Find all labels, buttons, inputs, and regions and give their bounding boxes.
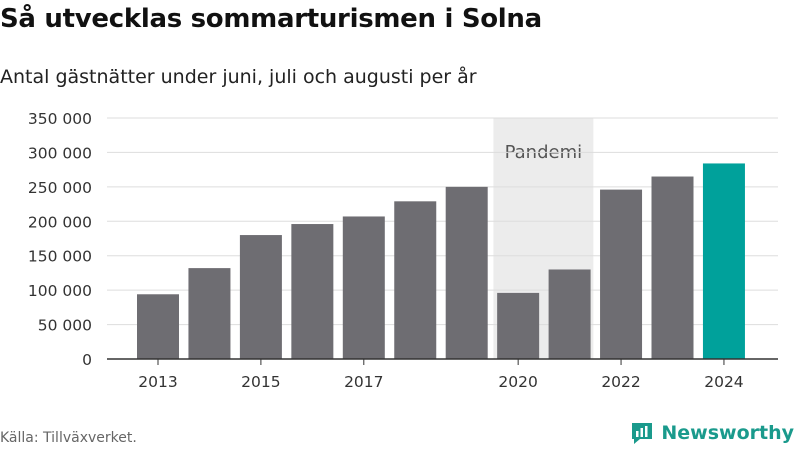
source-note: Källa: Tillväxverket. <box>0 430 137 446</box>
bar-2019 <box>445 186 488 359</box>
bar-2023 <box>651 176 694 359</box>
y-tick-label: 300 000 <box>28 144 92 162</box>
chart-subtitle: Antal gästnätter under juni, juli och au… <box>0 66 477 88</box>
y-tick-label: 150 000 <box>28 248 92 266</box>
y-tick-label: 50 000 <box>38 317 92 335</box>
y-tick-label: 200 000 <box>28 213 92 231</box>
y-tick-label: 250 000 <box>28 179 92 197</box>
x-tick-label: 2024 <box>704 373 743 391</box>
bar-2021 <box>548 269 591 359</box>
y-tick-label: 100 000 <box>28 282 92 300</box>
brand-name: Newsworthy <box>661 422 794 444</box>
bar-2015 <box>239 235 282 359</box>
bar-2022 <box>600 189 643 359</box>
y-tick-label: 350 000 <box>28 110 92 128</box>
bar-2024 <box>702 163 745 359</box>
bar-2018 <box>394 201 437 359</box>
chart-title: Så utvecklas sommarturismen i Solna <box>0 4 542 34</box>
bar-2013 <box>137 294 179 359</box>
newsworthy-logo-icon <box>632 423 653 444</box>
bar-2020 <box>497 292 540 359</box>
x-tick-label: 2022 <box>601 373 640 391</box>
x-tick-label: 2015 <box>241 373 280 391</box>
bar-2017 <box>342 216 385 359</box>
bar-2014 <box>188 268 231 359</box>
x-tick-label: 2017 <box>344 373 383 391</box>
y-tick-label: 0 <box>82 351 92 369</box>
bar-2016 <box>291 224 334 359</box>
x-tick-label: 2020 <box>498 373 537 391</box>
brand[interactable]: Newsworthy <box>629 420 794 446</box>
x-tick-label: 2013 <box>138 373 177 391</box>
